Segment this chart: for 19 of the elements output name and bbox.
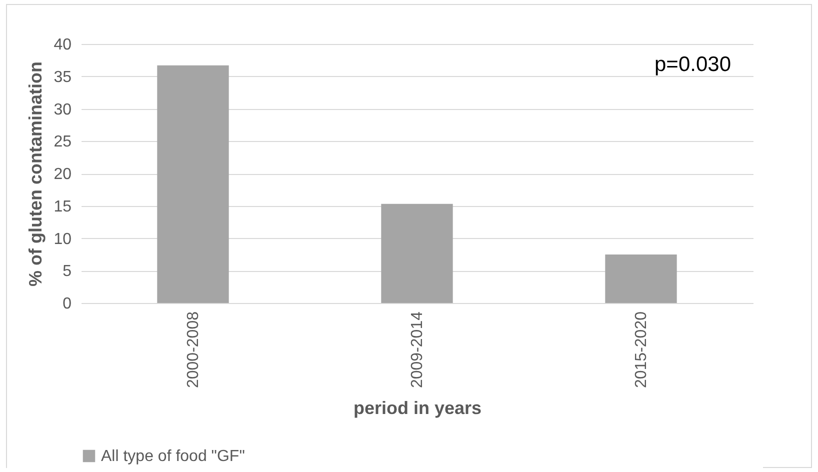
annotation: p=0.030 bbox=[654, 53, 731, 76]
bar bbox=[381, 204, 453, 303]
y-tick-label: 40 bbox=[54, 36, 72, 54]
y-tick-label: 0 bbox=[62, 296, 72, 312]
x-tick-label: 2009-2014 bbox=[409, 311, 426, 388]
y-tick-label: 15 bbox=[54, 198, 72, 216]
y-tick-label: 5 bbox=[62, 263, 72, 280]
y-axis-title: % of gluten contamination bbox=[26, 62, 46, 286]
y-tick-label: 30 bbox=[54, 101, 72, 118]
x-tick-label: 2015-2020 bbox=[633, 311, 650, 388]
x-tick-label: 2000-2008 bbox=[185, 311, 202, 388]
y-tick-label: 25 bbox=[54, 134, 72, 151]
x-axis-title: period in years bbox=[353, 398, 482, 418]
y-tick-label: 20 bbox=[54, 166, 72, 183]
y-tick-label: 35 bbox=[54, 68, 72, 86]
y-tick-label: 10 bbox=[54, 230, 72, 248]
bar bbox=[605, 254, 677, 303]
bar bbox=[157, 65, 229, 303]
legend-label: All type of food "GF" bbox=[101, 448, 245, 465]
